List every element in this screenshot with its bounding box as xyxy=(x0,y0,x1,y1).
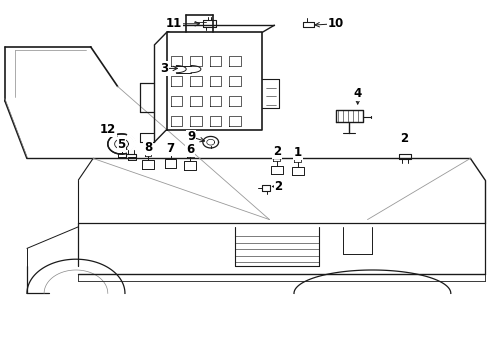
Text: 9: 9 xyxy=(187,130,195,143)
Text: 8: 8 xyxy=(144,141,152,154)
Text: 10: 10 xyxy=(327,17,344,30)
Text: 2: 2 xyxy=(274,180,282,193)
Text: 5: 5 xyxy=(118,138,125,151)
Text: 11: 11 xyxy=(166,17,182,30)
Text: 4: 4 xyxy=(354,87,362,100)
Text: 12: 12 xyxy=(99,123,116,136)
Text: 2: 2 xyxy=(273,145,281,158)
Text: 2: 2 xyxy=(400,132,408,145)
Text: 1: 1 xyxy=(294,146,302,159)
Text: 3: 3 xyxy=(160,62,168,75)
Text: 6: 6 xyxy=(186,143,194,156)
Text: 7: 7 xyxy=(167,142,174,155)
